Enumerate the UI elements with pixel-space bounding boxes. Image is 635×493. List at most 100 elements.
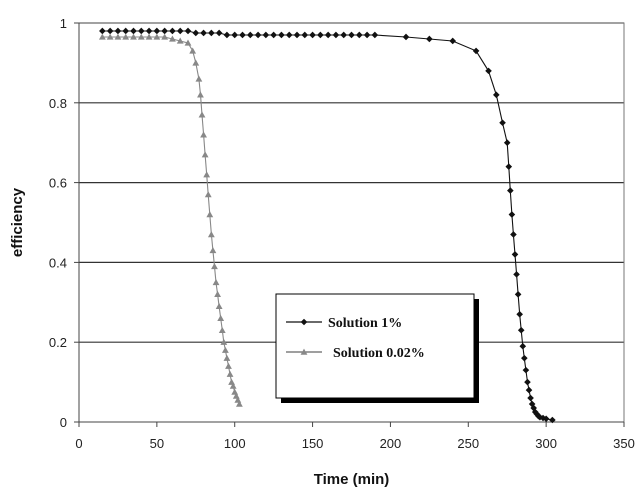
series-0-point-2: [114, 27, 122, 35]
series-0-point-19: [246, 31, 254, 39]
series-0-point-67: [549, 416, 556, 424]
legend-swatch-marker-0: [300, 318, 308, 326]
series-0-point-4: [130, 27, 137, 35]
series-0-point-55: [522, 366, 530, 374]
series-0-point-56: [524, 378, 531, 386]
series-0-point-11: [184, 27, 192, 35]
series-1-point-1: [106, 33, 114, 40]
series-1-point-8: [161, 33, 169, 40]
series-1-point-18: [201, 151, 209, 158]
series-1-point-14: [195, 75, 203, 82]
series-1-point-19: [203, 171, 211, 178]
series-1-point-24: [211, 262, 218, 270]
x-tick-label-0: 0: [75, 436, 82, 451]
series-0-point-25: [293, 31, 301, 39]
x-tick-label-1: 50: [150, 436, 164, 451]
series-0-point-5: [137, 27, 145, 35]
y-tick-label-1: 0.2: [49, 335, 67, 350]
series-1-point-17: [200, 131, 207, 138]
x-tick-label-4: 200: [380, 436, 402, 451]
series-0-point-16: [223, 31, 231, 39]
series-1-point-0: [98, 33, 106, 40]
series-0-point-47: [510, 231, 517, 238]
series-0-point-39: [472, 47, 480, 55]
series-0-point-33: [355, 31, 363, 39]
series-0-point-58: [527, 394, 534, 402]
series-0-point-50: [514, 291, 522, 298]
series-1-point-25: [212, 278, 220, 286]
series-1-point-12: [189, 47, 197, 54]
x-tick-label-5: 250: [457, 436, 479, 451]
y-axis-title: efficiency: [9, 187, 26, 257]
series-1-point-26: [214, 290, 221, 298]
series-1-point-9: [169, 35, 176, 42]
series-0-point-29: [324, 31, 332, 39]
series-0-point-36: [402, 33, 410, 41]
series-0-point-66: [542, 415, 550, 423]
y-tick-label-4: 0.8: [49, 96, 67, 111]
series-1-point-32: [223, 354, 231, 361]
series-1-point-3: [122, 33, 130, 40]
series-0-point-27: [309, 31, 316, 39]
series-0-point-20: [254, 31, 262, 39]
series-0-point-30: [332, 31, 340, 39]
x-tick-label-6: 300: [535, 436, 557, 451]
series-0-point-23: [278, 31, 285, 39]
series-0-point-57: [525, 386, 533, 394]
series-1-point-15: [197, 91, 204, 98]
legend-label-1: Solution 0.02%: [333, 346, 425, 361]
series-0-point-43: [503, 139, 511, 146]
legend-swatch-marker-1: [300, 348, 308, 355]
series-0-point-35: [371, 31, 379, 39]
series-0-point-14: [208, 29, 215, 37]
series-1-point-40: [235, 400, 243, 407]
series-1-point-2: [114, 33, 122, 40]
series-1-point-33: [225, 362, 232, 369]
series-1-point-7: [153, 33, 161, 40]
series-0-point-45: [507, 187, 514, 194]
series-0-point-3: [122, 27, 130, 35]
series-1-point-16: [198, 111, 206, 118]
legend-label-0: Solution 1%: [328, 316, 402, 331]
y-tick-label-5: 1: [60, 16, 67, 31]
series-0-point-40: [485, 67, 492, 75]
x-tick-label-2: 100: [224, 436, 246, 451]
series-0-point-17: [231, 31, 239, 39]
data-series: [98, 27, 556, 424]
series-0-point-15: [215, 29, 223, 37]
series-1-point-20: [204, 191, 212, 198]
y-tick-label-2: 0.4: [49, 255, 67, 270]
gridlines: [79, 22, 624, 343]
y-tick-labels: 0 0.2 0.4 0.6 0.8 1: [49, 16, 67, 430]
x-axis-title: Time (min): [314, 471, 390, 488]
series-0-point-9: [169, 27, 176, 35]
series-0: [99, 27, 556, 424]
series-1-point-30: [220, 338, 228, 345]
series-0-point-8: [161, 27, 168, 35]
series-0-point-65: [539, 414, 547, 422]
series-0-point-18: [239, 31, 246, 39]
series-0-point-13: [200, 29, 207, 37]
y-tick-label-3: 0.6: [49, 176, 67, 191]
series-0-point-24: [285, 31, 293, 39]
series-0-point-49: [513, 271, 520, 278]
series-1-point-21: [206, 211, 214, 218]
series-1-point-36: [229, 382, 237, 389]
series-0-point-0: [99, 27, 106, 35]
y-tick-label-0: 0: [60, 415, 67, 430]
series-1-point-34: [226, 370, 234, 377]
series-0-point-21: [262, 31, 270, 39]
series-0-point-38: [449, 37, 457, 45]
legend-box: [275, 293, 475, 399]
x-tick-label-3: 150: [302, 436, 324, 451]
series-0-point-51: [516, 310, 523, 318]
series-0-point-12: [192, 29, 200, 37]
series-0-point-32: [348, 31, 355, 39]
series-1-point-10: [176, 37, 184, 44]
series-1: [98, 33, 243, 407]
series-1-point-11: [184, 39, 192, 46]
series-1-point-4: [130, 33, 137, 40]
series-0-point-46: [508, 211, 516, 218]
